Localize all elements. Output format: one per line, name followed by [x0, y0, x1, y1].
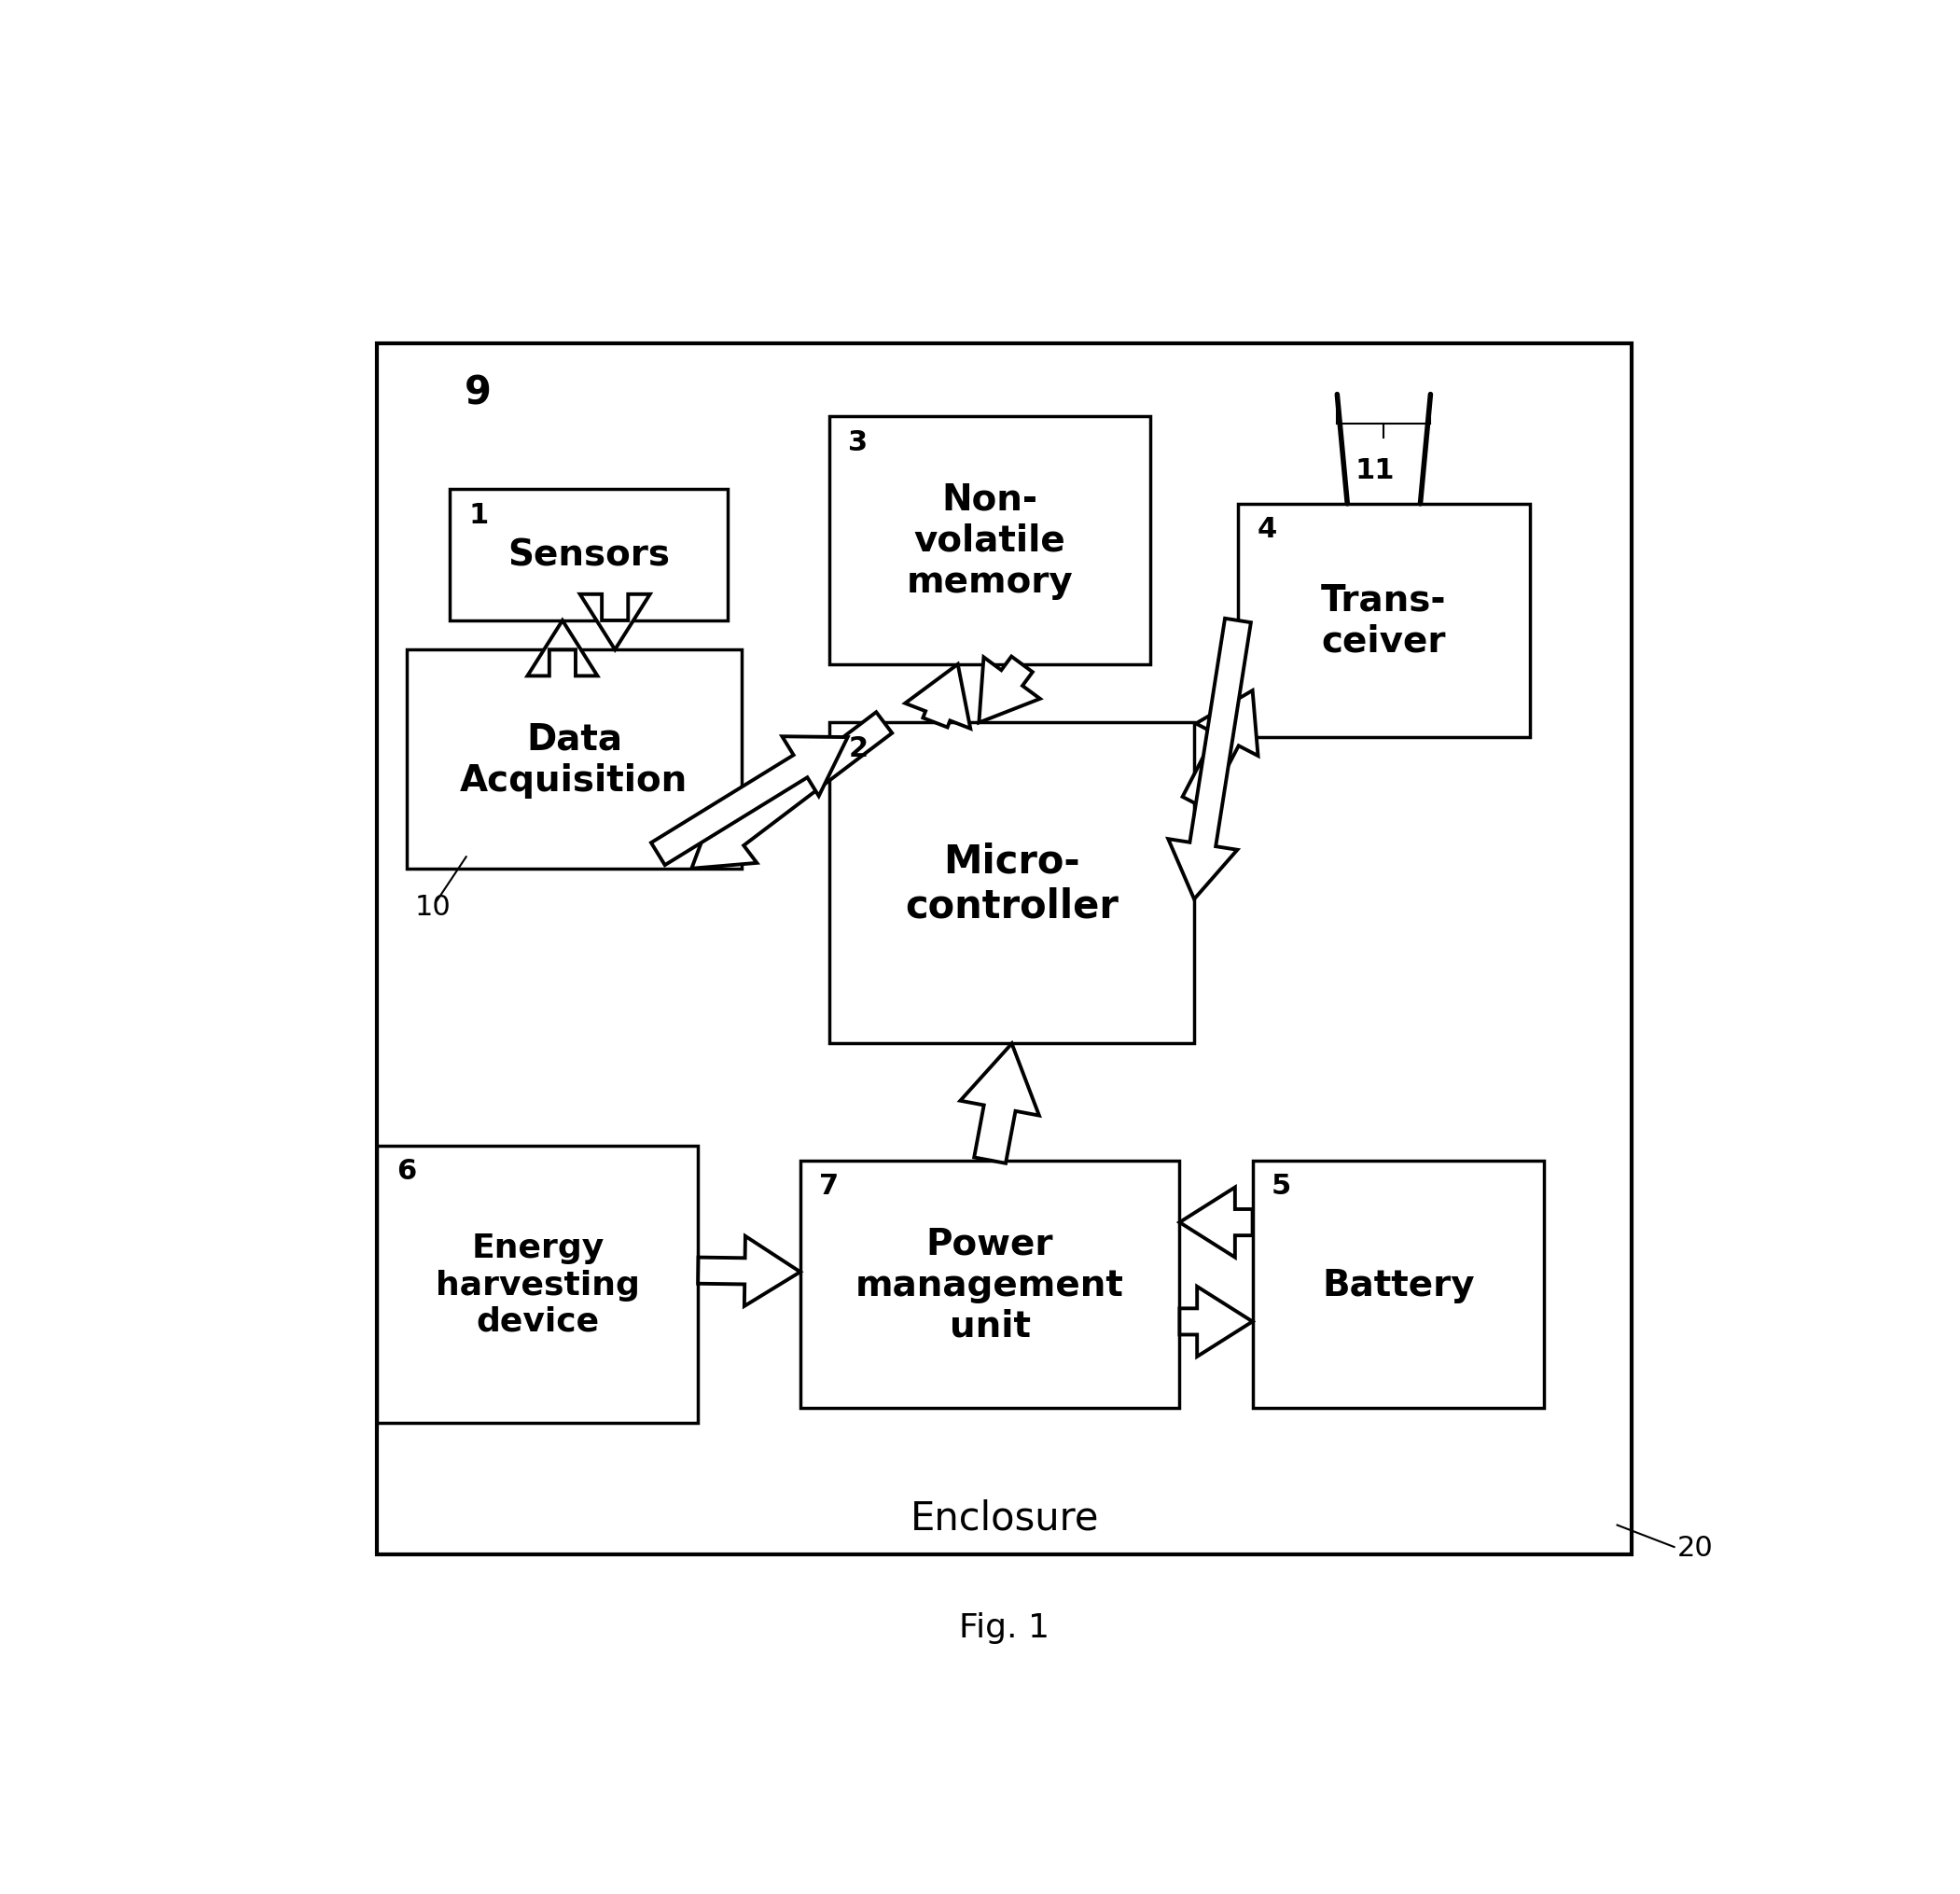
Text: Data
Acquisition: Data Acquisition [461, 722, 688, 797]
Text: 11: 11 [1354, 456, 1394, 485]
Bar [1252, 1161, 1544, 1409]
Text: 4: 4 [1256, 515, 1276, 544]
Text: 6: 6 [396, 1157, 416, 1186]
Text: Energy
harvesting
device: Energy harvesting device [435, 1231, 639, 1337]
Bar [376, 345, 1633, 1555]
Text: 20: 20 [1678, 1534, 1713, 1561]
Text: 9: 9 [465, 373, 492, 413]
Polygon shape [1168, 619, 1250, 900]
Bar [829, 417, 1151, 665]
Polygon shape [1180, 1286, 1252, 1356]
Text: Enclosure: Enclosure [909, 1498, 1100, 1538]
Polygon shape [651, 737, 847, 866]
Bar [451, 491, 727, 621]
Text: Sensors: Sensors [508, 538, 670, 574]
Text: 5: 5 [1272, 1172, 1292, 1199]
Text: 10: 10 [416, 894, 451, 920]
Polygon shape [906, 665, 970, 729]
Bar [376, 1146, 698, 1422]
Text: Battery: Battery [1323, 1267, 1474, 1303]
Polygon shape [692, 712, 892, 869]
Text: 7: 7 [819, 1172, 839, 1199]
Bar [800, 1161, 1180, 1409]
Text: 3: 3 [849, 428, 868, 456]
Text: Micro-
controller: Micro- controller [906, 841, 1119, 926]
Polygon shape [1180, 1188, 1252, 1258]
Polygon shape [978, 657, 1041, 724]
Bar [1239, 504, 1529, 739]
Polygon shape [580, 595, 651, 650]
Polygon shape [960, 1044, 1039, 1163]
Text: Power
management
unit: Power management unit [857, 1225, 1125, 1343]
Text: 2: 2 [849, 735, 868, 761]
Text: Fig. 1: Fig. 1 [958, 1612, 1051, 1644]
Text: Trans-
ceiver: Trans- ceiver [1321, 583, 1446, 659]
Bar [406, 650, 743, 869]
Text: Non-
volatile
memory: Non- volatile memory [907, 483, 1074, 600]
Polygon shape [698, 1237, 800, 1307]
Bar [829, 724, 1194, 1044]
Text: 1: 1 [468, 502, 488, 528]
Polygon shape [527, 621, 598, 676]
Polygon shape [1182, 691, 1258, 809]
